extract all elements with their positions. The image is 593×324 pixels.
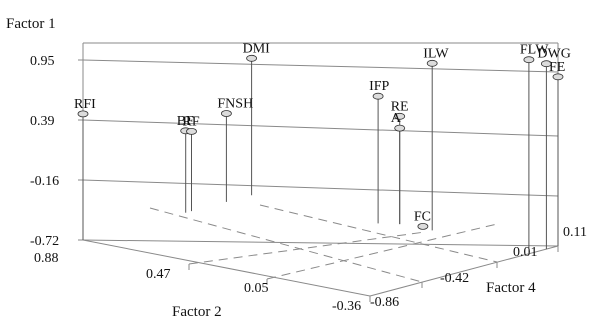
right-depth-axis-title: Factor 4 (486, 280, 536, 296)
data-point: FE (549, 60, 565, 246)
data-point-label: RFI (74, 97, 96, 112)
axis-titles: Factor 1 Factor 2 Factor 4 (6, 16, 536, 320)
vertical-tick-label: -0.16 (30, 174, 59, 189)
left-depth-axis-title: Factor 2 (172, 304, 222, 320)
data-point: FNSH (217, 97, 253, 202)
right-depth-tick-label: -0.86 (370, 295, 399, 310)
data-point-label: IFP (369, 79, 389, 94)
data-point-marker (426, 59, 438, 67)
data-point: DWG (537, 47, 571, 250)
data-point-marker (552, 73, 564, 81)
data-point: DMI (243, 41, 271, 196)
data-point-label: FC (414, 209, 431, 224)
data-point: A (391, 111, 406, 225)
left-depth-tick-label: 0.88 (34, 251, 59, 266)
back-wall-grid-1 (82, 59, 559, 73)
data-point-marker (186, 127, 197, 135)
data-point-marker (246, 54, 258, 62)
left-depth-tick-label: -0.36 (332, 299, 361, 314)
data-point: RFI (74, 97, 96, 240)
data-point-marker (523, 56, 535, 64)
back-wall-grid-4 (82, 239, 559, 247)
left-depth-ticks (188, 264, 371, 302)
right-depth-tick-label: -0.42 (440, 271, 469, 286)
data-point-marker (372, 92, 384, 100)
right-depth-tick-label: 0.01 (513, 245, 538, 260)
data-point: IFP (369, 79, 390, 224)
left-depth-tick-label: 0.05 (244, 281, 269, 296)
vertical-tick-label: 0.39 (30, 114, 55, 129)
back-wall-grid-3 (82, 179, 559, 197)
tick-labels: 0.95 0.39 -0.16 -0.72 0.88 0.47 0.05 -0.… (30, 54, 587, 314)
data-point: FLW (520, 43, 549, 254)
data-point-marker (77, 110, 89, 118)
floor-grid-1 (188, 231, 426, 265)
right-depth-tick-label: 0.11 (563, 225, 587, 240)
vertical-tick-label: -0.72 (30, 234, 59, 249)
data-point: BF (177, 114, 194, 213)
vertical-axis-title: Factor 1 (6, 16, 56, 32)
floor-grid-3 (149, 207, 423, 283)
left-depth-tick-label: 0.47 (146, 267, 171, 282)
data-point-label: RF (183, 114, 200, 129)
data-point: RF (183, 114, 200, 212)
data-point-label: RE (391, 99, 409, 114)
data-point-marker (394, 124, 406, 132)
floor-left-edge (82, 239, 371, 297)
floor-gridlines (149, 204, 498, 283)
right-depth-ticks (421, 246, 559, 288)
data-point-label: A (391, 111, 402, 126)
data-point-label: FLW (520, 43, 549, 58)
data-point-marker (541, 60, 552, 68)
data-point-label: DMI (243, 41, 271, 56)
data-point-marker (417, 222, 429, 230)
data-point-marker (220, 110, 232, 117)
data-point-marker (394, 112, 406, 120)
data-point-label: FE (549, 60, 565, 75)
floor-grid-2 (266, 223, 498, 280)
vertical-axis-ticks (78, 59, 83, 241)
floor-grid-4 (259, 204, 498, 263)
data-point-label: FNSH (217, 97, 253, 112)
floor-front-edge (369, 245, 559, 297)
data-point: FC (414, 209, 431, 230)
data-point-label: BF (177, 114, 194, 129)
data-point-label: DWG (537, 47, 570, 62)
data-point: ILW (423, 46, 449, 231)
chart-frame (78, 42, 559, 302)
vertical-tick-label: 0.95 (30, 54, 55, 69)
back-wall-grid-2 (82, 119, 559, 137)
data-point-label: ILW (423, 46, 449, 61)
